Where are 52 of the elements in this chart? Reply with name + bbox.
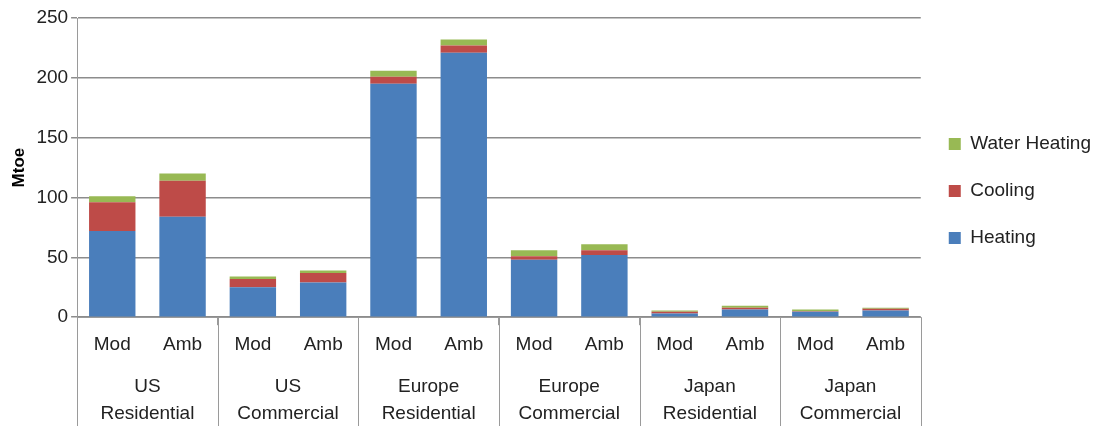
y-tick-label: 0 [57, 305, 69, 327]
x-tick-label: Mod [796, 332, 834, 354]
x-tick-label: Amb [584, 332, 624, 354]
bar [159, 173, 206, 181]
bar [510, 256, 558, 260]
text: Japan Commercial [799, 375, 902, 423]
bar [229, 287, 277, 317]
bar [370, 83, 417, 317]
text: Europe Commercial [518, 375, 620, 423]
text: Europe Residential [381, 375, 476, 423]
x-tick-label: Mod [656, 332, 694, 354]
x-tick-label: Amb [163, 332, 203, 354]
bar [581, 254, 628, 317]
y-tick-label: 200 [36, 66, 69, 88]
bar [299, 272, 347, 283]
x-tick-label: Mod [93, 332, 131, 354]
bar [510, 250, 558, 257]
bar [440, 39, 487, 46]
bar [159, 180, 206, 217]
text: US Commercial [237, 375, 339, 423]
bar [581, 250, 628, 255]
bar [581, 244, 628, 251]
bar [89, 196, 136, 203]
x-tick-label: Amb [303, 332, 343, 354]
legend-label: Cooling [970, 179, 1035, 201]
bar [299, 282, 347, 317]
x-tick-label: Amb [866, 332, 906, 354]
y-tick-label: 50 [46, 245, 69, 267]
bar [229, 278, 277, 288]
x-tick-label: Mod [374, 332, 412, 354]
bar [440, 52, 487, 317]
bar [159, 216, 206, 317]
text: US Residential [100, 375, 195, 423]
y-tick-label: 250 [36, 6, 69, 28]
bar [721, 309, 769, 317]
text: Japan Residential [662, 375, 757, 423]
x-tick-label: Amb [444, 332, 484, 354]
legend-label: Heating [970, 226, 1036, 248]
bar [89, 231, 136, 317]
y-tick-label: 150 [36, 125, 69, 147]
legend-label: Water Heating [970, 132, 1092, 154]
bar [370, 76, 417, 84]
bar [440, 45, 487, 53]
y-axis-title: Mtoe [8, 147, 28, 188]
bar [792, 311, 839, 317]
x-tick-label: Mod [515, 332, 553, 354]
x-tick-label: Mod [234, 332, 272, 354]
bar [89, 202, 136, 232]
x-tick-label: Amb [725, 332, 765, 354]
y-tick-label: 100 [36, 185, 69, 207]
bar [370, 70, 417, 77]
bar [510, 259, 558, 317]
